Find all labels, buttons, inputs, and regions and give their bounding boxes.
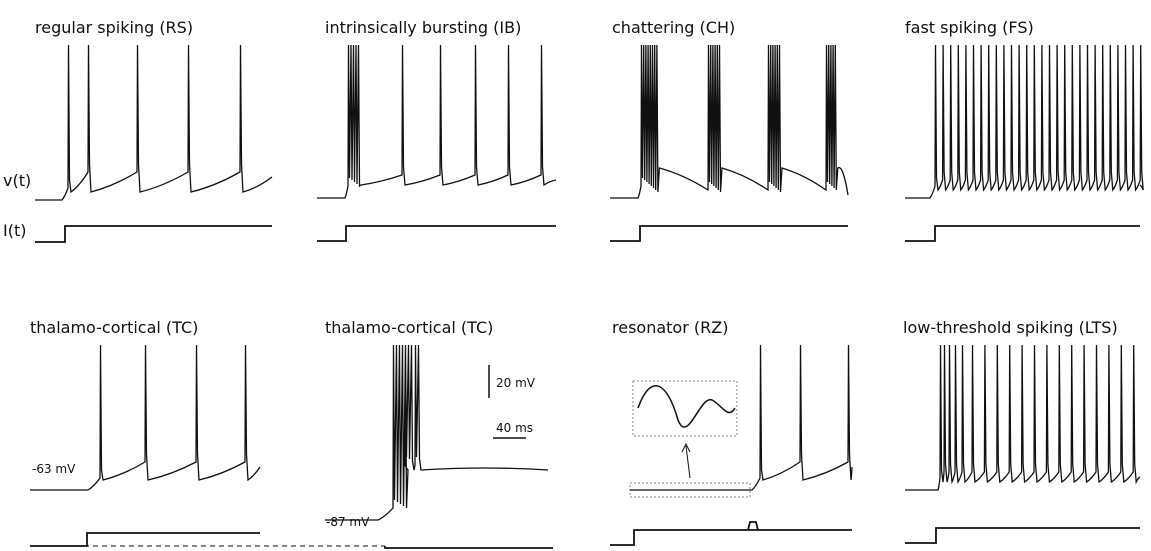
rest-label: -87 mV — [326, 515, 370, 529]
voltage-trace — [35, 44, 273, 201]
panel-title: thalamo-cortical (TC) — [30, 318, 198, 337]
current-trace — [30, 532, 260, 547]
scale-label: 20 mV — [496, 376, 536, 390]
current-trace — [610, 225, 848, 242]
voltage-trace — [30, 344, 261, 491]
inset-trace — [637, 384, 736, 428]
arrow-head — [681, 442, 691, 453]
current-label: I(t) — [3, 221, 26, 240]
current-trace — [317, 225, 556, 242]
arrow — [685, 445, 691, 479]
panel-title: low-threshold spiking (LTS) — [903, 318, 1118, 337]
panel-title: resonator (RZ) — [612, 318, 728, 337]
inset-box — [632, 380, 738, 437]
panel-title: intrinsically bursting (IB) — [325, 18, 521, 37]
panel-title: fast spiking (FS) — [905, 18, 1034, 37]
voltage-trace — [610, 44, 849, 199]
current-trace — [384, 546, 553, 549]
voltage-trace — [905, 44, 1144, 199]
voltage-trace — [905, 344, 1141, 491]
current-trace — [905, 527, 1140, 544]
voltage-label: v(t) — [3, 171, 31, 190]
scale-label: 40 ms — [496, 421, 533, 435]
panel-title: chattering (CH) — [612, 18, 735, 37]
panel-title: regular spiking (RS) — [35, 18, 193, 37]
voltage-trace — [317, 44, 557, 199]
rest-label: -63 mV — [32, 462, 76, 476]
voltage-trace — [325, 344, 549, 521]
current-trace — [35, 225, 272, 243]
panel-title: thalamo-cortical (TC) — [325, 318, 493, 337]
voltage-trace — [630, 344, 853, 491]
current-trace — [905, 225, 1140, 242]
current-trace — [610, 521, 852, 546]
